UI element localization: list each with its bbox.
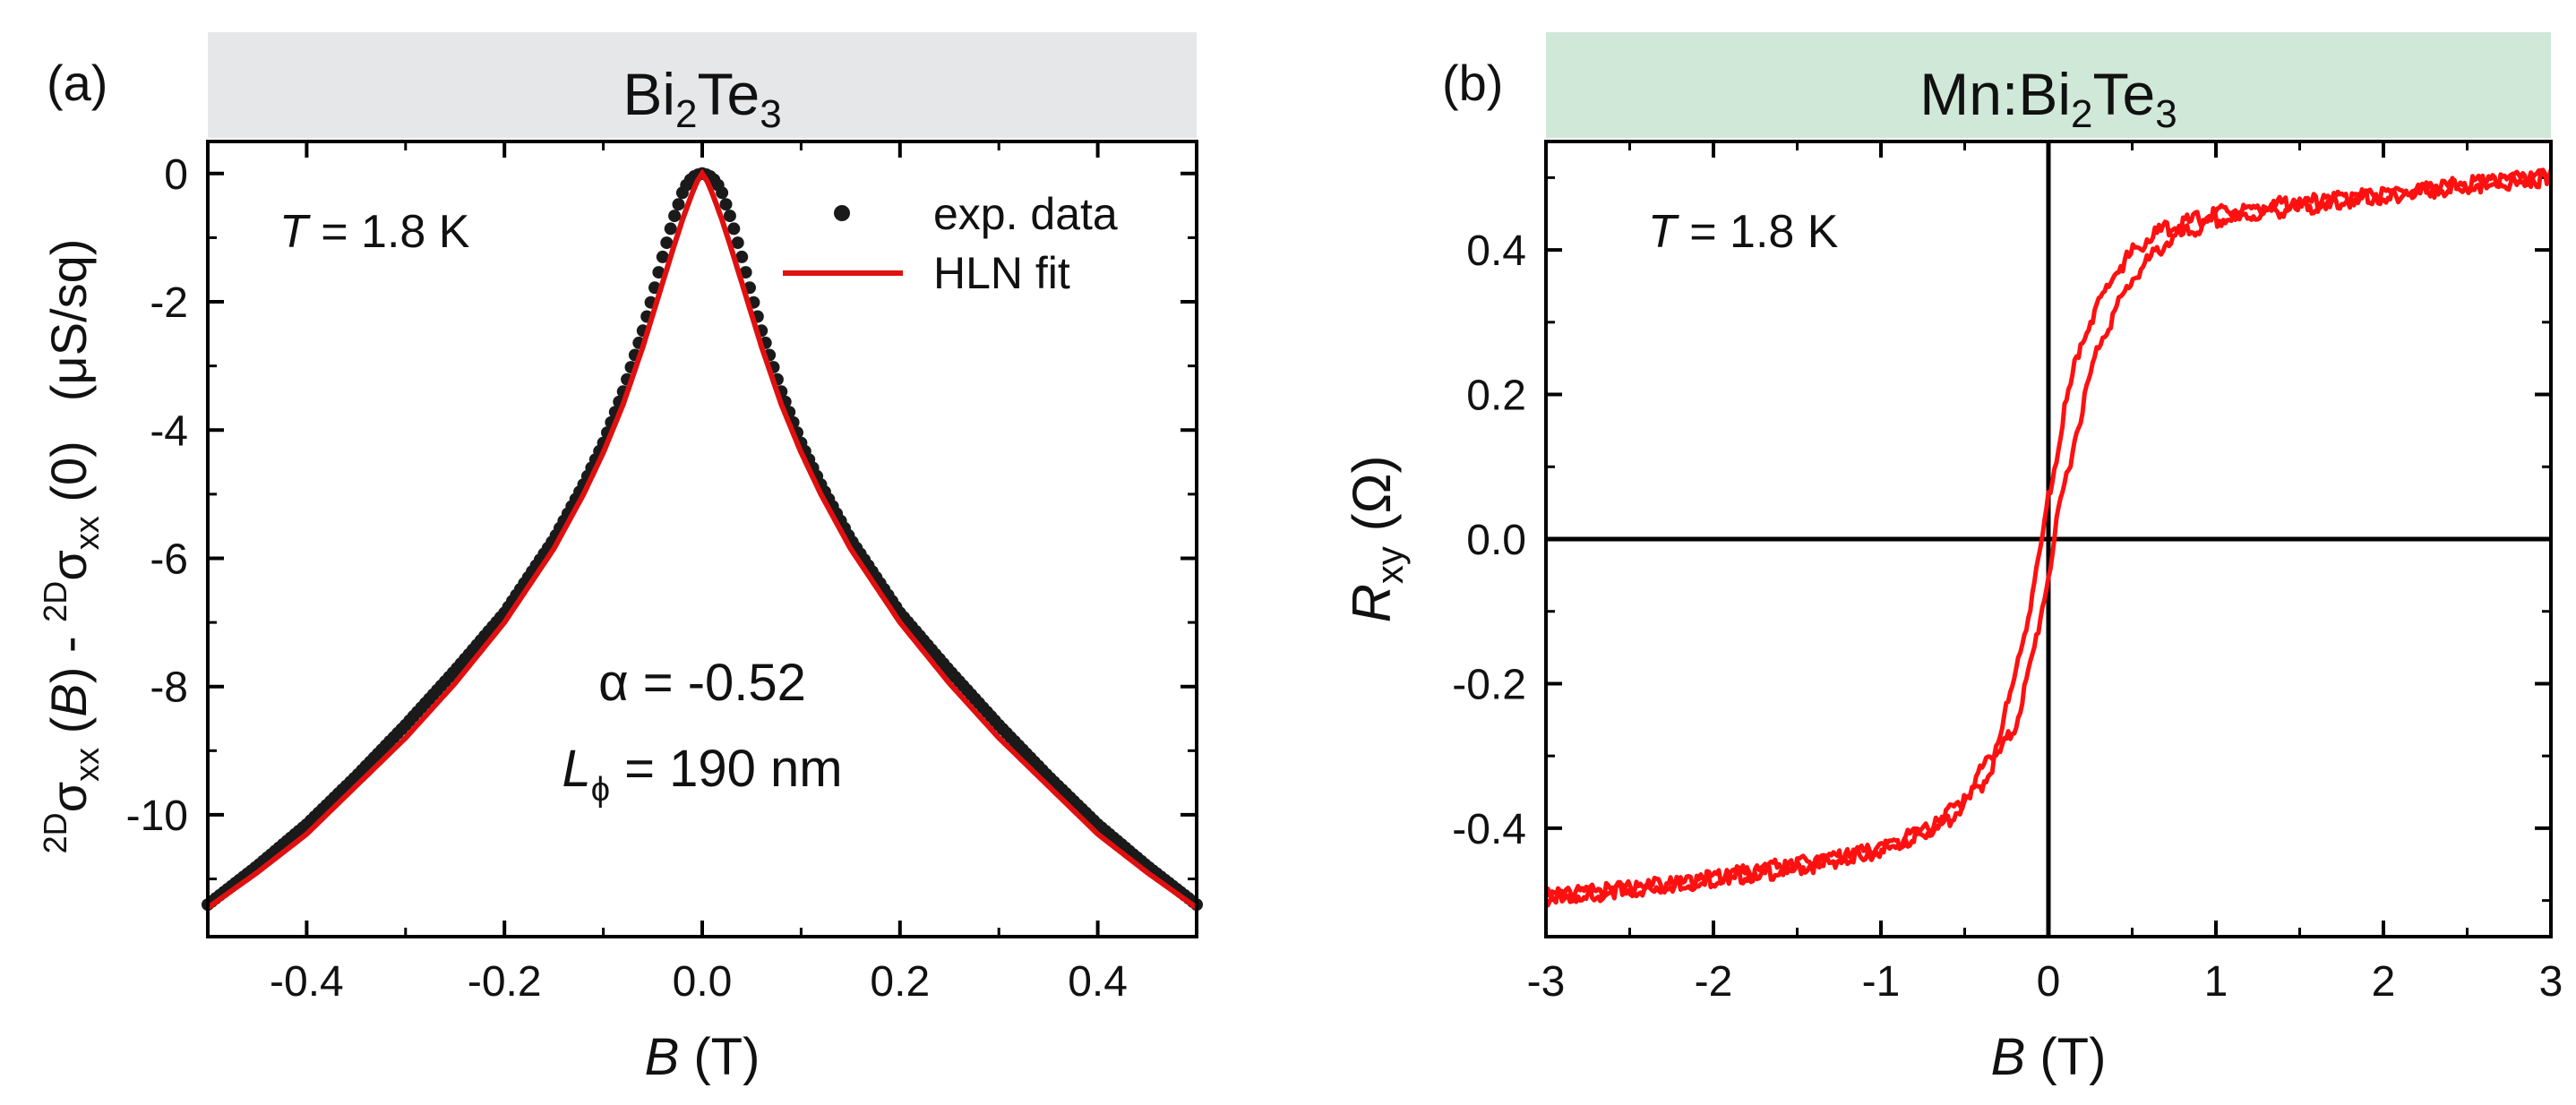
- panel-a-xtick-label: 0.0: [673, 958, 733, 1006]
- panel-b-label: (b): [1442, 55, 1503, 111]
- panel-b-ytick-label: 0.4: [1466, 227, 1526, 275]
- exp-data-point: [672, 198, 685, 211]
- panel-b-ytick-label: -0.4: [1452, 806, 1526, 853]
- legend-exp-data: exp. data: [933, 189, 1118, 239]
- exp-data-point: [739, 266, 752, 279]
- panel-b-xtick-label: -1: [1862, 958, 1901, 1006]
- panel-a-ytick-label: -4: [150, 407, 188, 455]
- exp-data-point: [719, 198, 733, 211]
- exp-data-point: [656, 250, 669, 263]
- panel-b-xtick-label: 0: [2037, 958, 2061, 1006]
- exp-data-point: [664, 222, 677, 236]
- fit-coherence-length: Lϕ = 190 nm: [562, 740, 842, 809]
- panel-b-xtick-label: -3: [1527, 958, 1566, 1006]
- panel-b-xtick-label: 3: [2539, 958, 2563, 1006]
- panel-b: (b) Mn:Bi2Te3 -3 -2 -1 0 1 2 3 0.4 0.2 0.0 -0.2 -0.…: [1342, 32, 2563, 1086]
- panel-a-ytick-label: 0: [164, 151, 188, 199]
- exp-data-point: [735, 250, 749, 263]
- panel-a-xtick-label: -0.4: [270, 958, 344, 1006]
- panel-a-frame: [206, 140, 1198, 938]
- panel-a-xtick-label: 0.2: [870, 958, 930, 1006]
- panel-a-ytick-label: -2: [150, 279, 188, 327]
- panel-a: (a) Bi2Te3 -0.4 -0.2 0.0 0.2 0.4 0 -2 -4 -6 -8 -10…: [37, 32, 1203, 1086]
- panel-a-label: (a): [47, 55, 107, 111]
- panel-b-frame: [1544, 140, 2553, 938]
- panel-b-ytick-label: 0.2: [1466, 373, 1526, 420]
- exp-data-point: [716, 186, 729, 200]
- panel-b-header: [1546, 32, 2551, 138]
- panel-a-ytick-label: -10: [126, 792, 188, 840]
- panel-a-ytick-label: -8: [150, 664, 188, 712]
- hysteresis-sweep-down: [1544, 167, 2554, 908]
- panel-b-temperature: T = 1.8 K: [1648, 206, 1839, 258]
- panel-b-ylabel: Rxy (Ω): [1342, 456, 1411, 623]
- panel-b-xtick-label: -2: [1695, 958, 1733, 1006]
- panel-b-xtick-label: 1: [2204, 958, 2228, 1006]
- hysteresis-sweep-up: [1543, 167, 2554, 904]
- exp-data-point: [727, 222, 741, 236]
- exp-data-point: [660, 236, 674, 250]
- panel-b-ytick-label: 0.0: [1466, 517, 1526, 564]
- panel-a-ylabel: 2Dσxx (B) - 2Dσxx (0)(μS/sq): [37, 239, 107, 854]
- panel-b-ytick-label: -0.2: [1452, 661, 1526, 708]
- fit-alpha: α = -0.52: [598, 654, 806, 712]
- panel-a-xtick-label: -0.2: [468, 958, 542, 1006]
- panel-a-xlabel: B (T): [645, 1028, 760, 1086]
- panel-b-plot: -3 -2 -1 0 1 2 3 0.4 0.2 0.0 -0.2 -0.4: [1452, 141, 2563, 1006]
- legend-dot-marker: [834, 205, 850, 221]
- panel-b-xtick-label: 2: [2372, 958, 2396, 1006]
- panel-b-title: Mn:Bi2Te3: [1919, 61, 2177, 136]
- legend-hln-fit: HLN fit: [933, 248, 1070, 298]
- exp-data-point: [668, 210, 682, 223]
- panel-a-temperature: T = 1.8 K: [279, 206, 470, 258]
- panel-b-xlabel: B (T): [1991, 1028, 2107, 1086]
- hln-fit-line: [206, 168, 1198, 911]
- exp-data-point: [652, 266, 665, 279]
- exp-data-point: [731, 236, 744, 250]
- panel-a-xtick-label: 0.4: [1068, 958, 1128, 1006]
- panel-a-plot: -0.4 -0.2 0.0 0.2 0.4 0 -2 -4 -6 -8 -10: [126, 141, 1203, 1006]
- panel-a-title: Bi2Te3: [623, 61, 781, 136]
- exp-data-point: [723, 210, 736, 223]
- panel-a-ytick-label: -6: [150, 535, 188, 583]
- panel-a-header: [208, 32, 1197, 138]
